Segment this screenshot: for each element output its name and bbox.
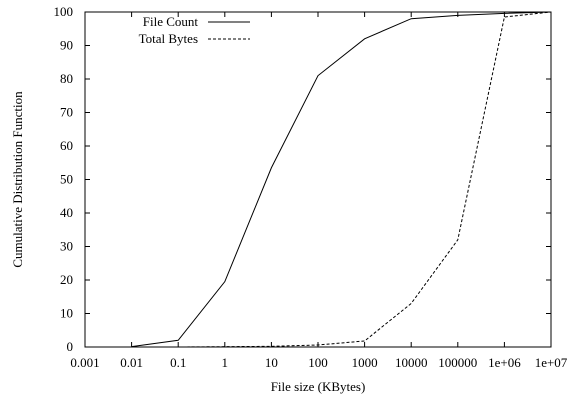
y-tick-label: 30 [60,239,73,254]
plot-frame [84,11,552,348]
legend: File Count Total Bytes [139,14,250,46]
y-tick-label: 60 [60,138,73,153]
x-axis-label: File size (KBytes) [271,379,366,394]
y-tick-label: 90 [60,38,73,53]
series-line-file-count [131,11,552,348]
x-tick-label: 10000 [395,355,428,370]
x-tick-label: 0.1 [170,355,186,370]
y-tick-label: 20 [60,272,73,287]
series-line-total-bytes [131,11,552,348]
y-tick-label: 80 [60,71,73,86]
series-group [131,11,552,348]
x-tick-label: 0.001 [70,355,99,370]
y-tick-label: 0 [67,339,74,354]
y-tick-label: 100 [54,4,74,19]
x-tick-label: 1000 [352,355,378,370]
legend-label-file-count: File Count [143,14,199,29]
x-tick-label: 1e+06 [488,355,521,370]
x-tick-label: 100 [308,355,328,370]
x-tick-label: 1e+07 [535,355,568,370]
y-tick-label: 10 [60,306,73,321]
x-tick-label: 1 [222,355,229,370]
axes: 0.001 0.01 0.1 1 10 100 1000 10000 100000 1e+06 1e… [54,4,568,370]
y-tick-label: 40 [60,205,73,220]
y-tick-label: 50 [60,172,73,187]
x-tick-label: 100000 [438,355,477,370]
y-tick-label: 70 [60,105,73,120]
legend-label-total-bytes: Total Bytes [139,31,198,46]
x-tick-label: 10 [265,355,278,370]
x-tick-label: 0.01 [120,355,143,370]
y-axis-label: Cumulative Distribution Function [10,91,25,268]
